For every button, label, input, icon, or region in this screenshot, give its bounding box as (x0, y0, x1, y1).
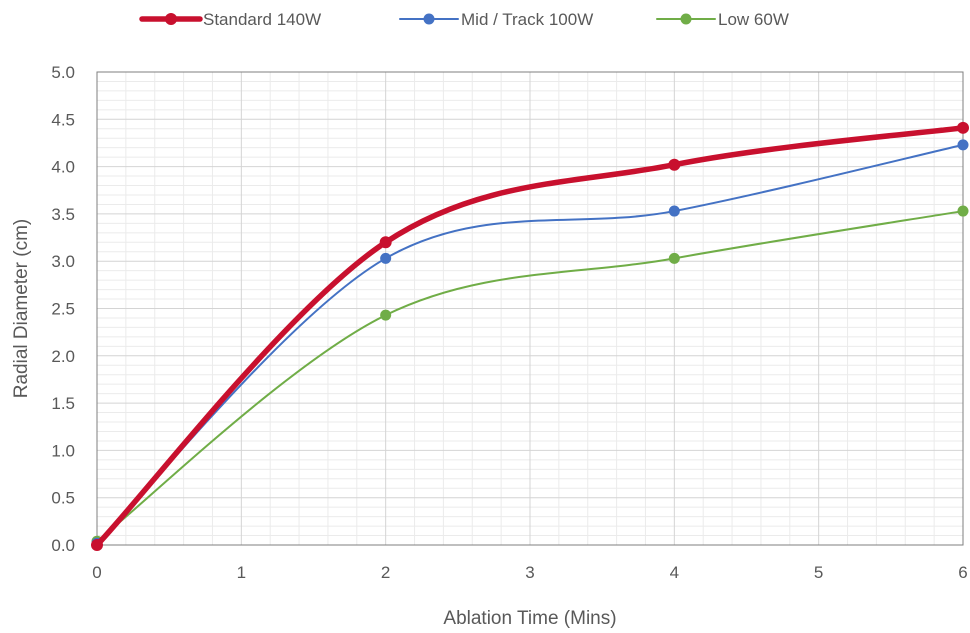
data-point-marker (380, 309, 392, 321)
legend: Standard 140W Mid / Track 100W Low 60W (139, 10, 789, 29)
x-tick-label: 5 (814, 563, 823, 582)
y-tick-label: 3.0 (51, 252, 75, 271)
data-point-marker (380, 252, 392, 264)
y-tick-label: 2.5 (51, 300, 75, 319)
data-point-marker (668, 252, 680, 264)
x-tick-label: 4 (670, 563, 679, 582)
legend-item-2: Low 60W (656, 10, 789, 29)
data-point-marker (668, 158, 681, 171)
y-tick-label: 4.5 (51, 110, 75, 129)
data-point-marker (957, 139, 969, 151)
series-2 (91, 205, 969, 547)
y-tick-label: 0.5 (51, 489, 75, 508)
data-point-marker (957, 205, 969, 217)
x-axis-tick-labels: 0 1 2 3 4 5 6 (92, 563, 967, 582)
legend-label: Mid / Track 100W (461, 10, 593, 29)
plot-area-frame (96, 71, 964, 546)
series-0 (91, 121, 969, 551)
data-point-marker (379, 236, 392, 249)
legend-swatch-marker (423, 13, 435, 25)
series-line (94, 125, 966, 548)
legend-item-1: Mid / Track 100W (399, 10, 593, 29)
data-point-marker (668, 205, 680, 217)
series-layer (91, 121, 969, 551)
y-axis-tick-labels: 0.0 0.5 1.0 1.5 2.0 2.5 3.0 3.5 4.0 4.5 5.0 (51, 63, 75, 555)
x-tick-label: 6 (958, 563, 967, 582)
y-tick-label: 1.0 (51, 441, 75, 460)
x-axis-title: Ablation Time (Mins) (443, 608, 616, 629)
legend-label: Standard 140W (203, 10, 321, 29)
y-tick-label: 4.0 (51, 158, 75, 177)
y-tick-label: 3.5 (51, 205, 75, 224)
series-line (96, 210, 964, 543)
x-tick-label: 0 (92, 563, 101, 582)
data-point-marker (91, 539, 103, 551)
data-point-marker (957, 121, 969, 134)
x-tick-label: 3 (525, 563, 534, 582)
y-tick-label: 5.0 (51, 63, 75, 82)
y-axis-title: Radial Diameter (cm) (11, 219, 32, 398)
y-tick-label: 0.0 (51, 536, 75, 555)
x-tick-label: 1 (237, 563, 246, 582)
legend-swatch-marker (165, 13, 177, 25)
y-tick-label: 2.0 (51, 347, 75, 366)
legend-label: Low 60W (718, 10, 789, 29)
y-tick-label: 1.5 (51, 394, 75, 413)
legend-item-0: Standard 140W (139, 10, 321, 29)
legend-swatch-marker (680, 13, 692, 25)
x-tick-label: 2 (381, 563, 390, 582)
